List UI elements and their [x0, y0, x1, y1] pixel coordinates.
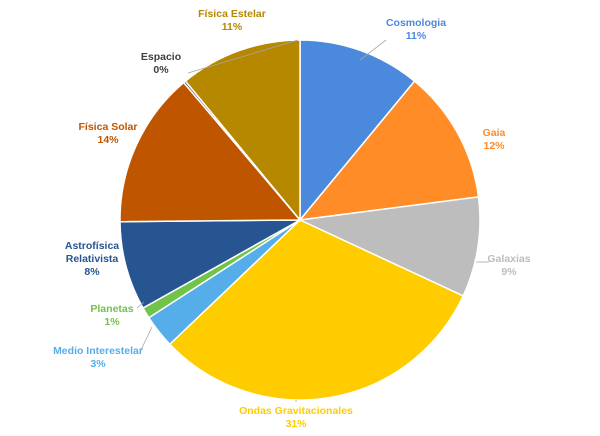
leader-line-planetas: [136, 301, 145, 309]
slice-name-label: Cosmologia: [386, 17, 446, 29]
slice-value-label: 1%: [104, 316, 120, 328]
pie-slice-gaia: [298, 80, 480, 221]
slice-labels: Cosmologia 11%Gaia 12%Galaxias 9%Ondas Grav…: [53, 8, 531, 430]
pie-slices: [119, 39, 481, 401]
slice-value-label: 31%: [285, 418, 307, 430]
slice-label-galaxias: Galaxias 9%: [487, 253, 530, 278]
slice-value-label: 14%: [97, 134, 119, 146]
leader-line-medio-interestelar: [139, 326, 153, 353]
pie-slice-astrofisica-relativista: [119, 219, 301, 310]
slice-value-label: 0%: [153, 64, 169, 76]
slice-value-label: 12%: [483, 140, 505, 152]
slice-value-label: 8%: [84, 266, 100, 278]
pie-slice-ondas-gravitacionales: [168, 219, 465, 401]
slice-label-astrofisica-relativista: Astrofísica Relativista 8%: [65, 240, 119, 278]
slice-label-gaia: Gaia 12%: [483, 127, 506, 152]
slice-label-fisica-solar: Física Solar 14%: [79, 121, 138, 146]
slice-label-cosmologia: Cosmologia 11%: [386, 17, 446, 42]
slice-value-label: 3%: [90, 358, 106, 370]
slice-label-medio-interestelar: Medio Interestelar 3%: [53, 345, 143, 370]
pie-slice-cosmologia: [299, 39, 416, 223]
leader-lines: [136, 39, 489, 402]
slice-name-label: Medio Interestelar: [53, 345, 143, 357]
slice-label-fisica-estelar: Física Estelar 11%: [198, 8, 266, 33]
slice-name-label: Planetas: [90, 303, 133, 315]
slice-name-label: Ondas Gravitacionales: [239, 405, 353, 417]
slice-label-planetas: Planetas 1%: [90, 303, 133, 328]
slice-name-label: Física Solar: [79, 121, 138, 133]
slice-name-label: Gaia: [483, 127, 506, 139]
slice-label-ondas-gravitacionales: Ondas Gravitacionales 31%: [239, 405, 353, 430]
pie-slice-fisica-estelar: [184, 39, 301, 223]
slice-value-label: 11%: [406, 30, 427, 42]
pie-slice-fisica-solar: [119, 81, 302, 223]
pie-slice-galaxias: [297, 196, 481, 297]
slice-label-espacio: Espacio 0%: [141, 51, 181, 76]
slice-value-label: 9%: [501, 266, 517, 278]
slice-name-label: Relativista: [66, 253, 119, 265]
slice-name-label: Espacio: [141, 51, 181, 63]
slice-value-label: 11%: [222, 21, 243, 33]
leader-line-cosmologia: [359, 39, 387, 61]
leader-line-espacio: [187, 39, 299, 74]
slice-name-label: Física Estelar: [198, 8, 266, 20]
slice-name-label: Galaxias: [487, 253, 530, 265]
slice-name-label: Astrofísica: [65, 240, 119, 252]
